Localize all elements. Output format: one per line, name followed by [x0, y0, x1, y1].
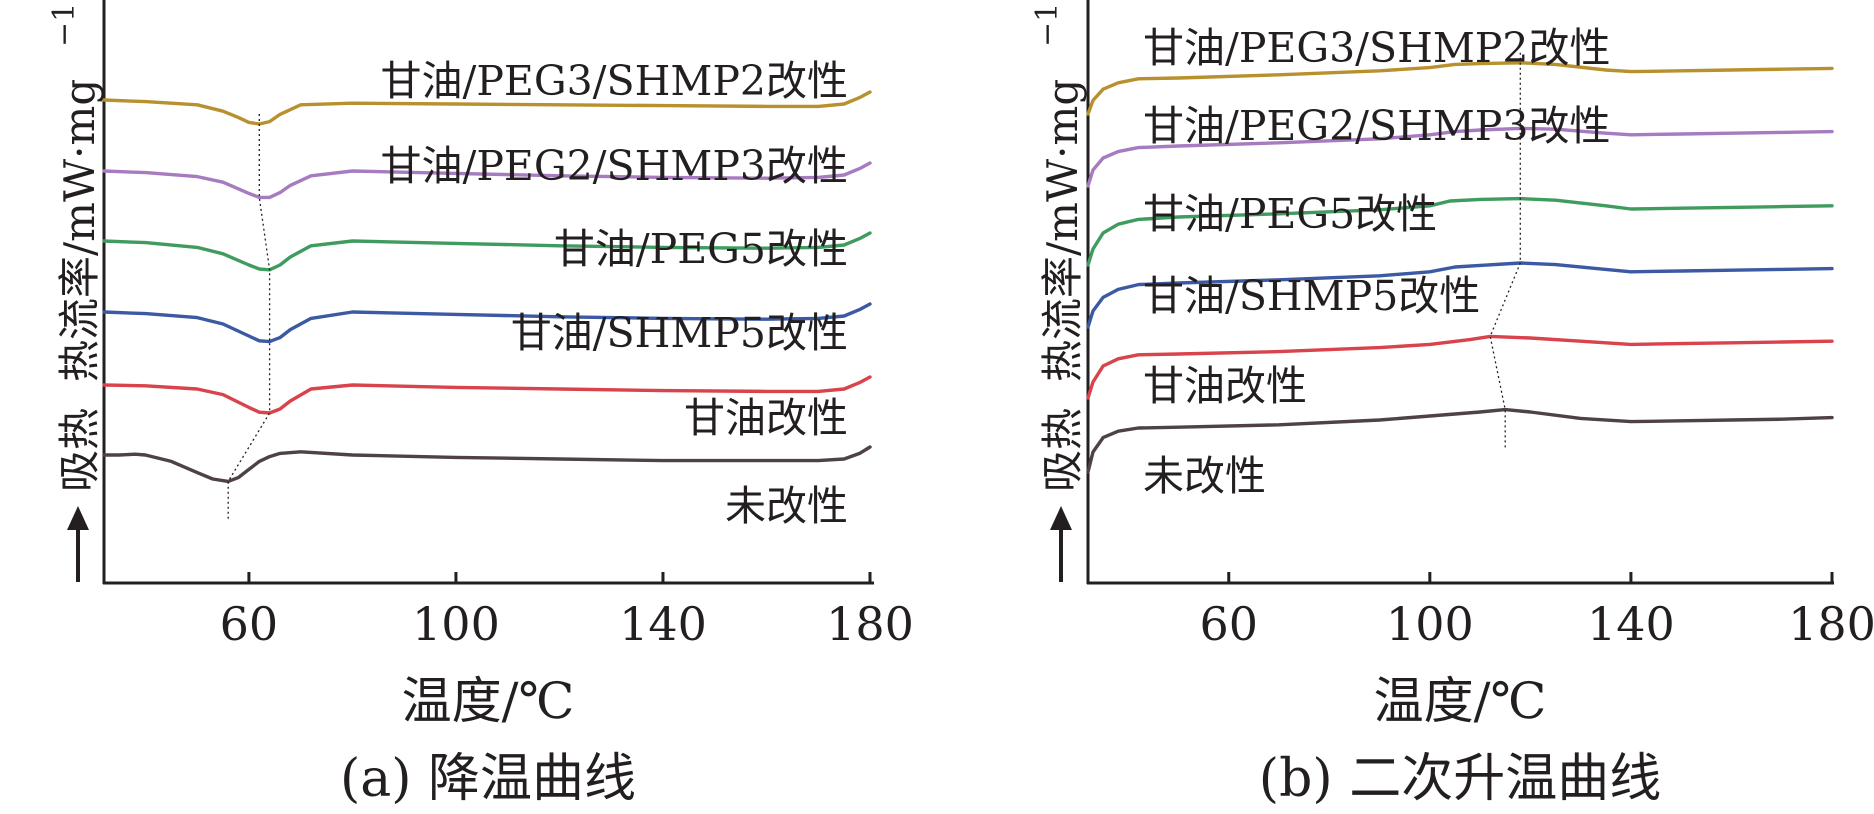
panel-b-x-tick-label-3: 180	[1788, 597, 1874, 651]
panel-a-x-axis-title: 温度/℃	[402, 672, 575, 730]
panel-a-y-axis-title-group: 吸热 热流率/mW·mg −1	[47, 3, 104, 582]
panel-b-reheating-chart: 60 100 140 180 甘油/PEG3/SHMP2改性 甘油/PEG2/SHMP…	[1030, 0, 1874, 809]
panel-a-label-series-0: 未改性	[725, 482, 848, 530]
panel-a-x-tick-label-1: 100	[412, 597, 500, 651]
panel-a-curve-series-3	[102, 231, 872, 272]
panel-a-curve-series-1	[102, 375, 872, 415]
panel-b-y-axis-title-group: 吸热 热流率/mW·mg −1	[1030, 3, 1087, 582]
panel-b-label-series-1: 甘油改性	[1143, 362, 1307, 410]
panel-b-curves	[1086, 61, 1834, 474]
panel-b-curve-series-3	[1086, 196, 1834, 267]
panel-b-label-series-5: 甘油/PEG3/SHMP2改性	[1143, 24, 1610, 72]
panel-b-endothermic-arrowhead-icon	[1050, 506, 1072, 530]
panel-b-x-axis-title: 温度/℃	[1374, 672, 1547, 730]
panel-a-x-tick-label-3: 180	[826, 597, 914, 651]
panel-b-y-axis-title: 热流率/mW·mg	[1038, 79, 1087, 382]
panel-b-curve-series-5	[1086, 61, 1834, 116]
panel-a-label-series-2: 甘油/SHMP5改性	[511, 309, 848, 357]
panel-b-label-series-4: 甘油/PEG2/SHMP3改性	[1143, 102, 1610, 150]
panel-b-x-tick-label-1: 100	[1386, 597, 1474, 651]
panel-b-curve-series-2	[1086, 261, 1834, 329]
panel-b-caption: (b) 二次升温曲线	[1259, 749, 1661, 809]
panel-a-peak-guide-line	[227, 114, 271, 522]
panel-a-curve-series-4	[102, 161, 872, 200]
panel-a-curve-series-5	[102, 90, 872, 126]
panel-a-curve-series-2	[102, 302, 872, 344]
panel-a-caption: (a) 降温曲线	[340, 749, 636, 809]
panel-a-cooling-chart: 60 100 140 180 甘油/PEG3/SHMP2改性 甘油/PEG2/SHMP…	[47, 0, 914, 809]
panel-b-curve-series-0	[1086, 407, 1834, 474]
panel-a-label-series-4: 甘油/PEG2/SHMP3改性	[381, 142, 848, 190]
panel-a-endothermic-label: 吸热	[55, 408, 104, 492]
panel-a-y-axis-title: 热流率/mW·mg	[55, 79, 104, 382]
panel-a-x-ticks: 60 100 140 180	[220, 572, 914, 651]
panel-a-x-tick-label-0: 60	[220, 597, 279, 651]
panel-a-endothermic-arrowhead-icon	[67, 506, 89, 530]
panel-a-curves	[102, 90, 872, 484]
panel-a-curve-series-0	[102, 445, 872, 484]
panel-a-y-axis-title-superscript: −1	[47, 3, 82, 47]
panel-b-peak-guide-line	[1489, 52, 1521, 450]
panel-b-y-axis-title-superscript: −1	[1030, 3, 1065, 47]
panel-b-label-series-0: 未改性	[1143, 452, 1266, 500]
panel-b-endothermic-label: 吸热	[1038, 408, 1087, 492]
panel-b-curve-series-1	[1086, 334, 1834, 400]
panel-a-x-tick-label-2: 140	[619, 597, 707, 651]
panel-b-label-series-3: 甘油/PEG5改性	[1143, 190, 1437, 238]
panel-b-label-series-2: 甘油/SHMP5改性	[1143, 272, 1480, 320]
panel-b-x-tick-label-0: 60	[1199, 597, 1258, 651]
panel-a-label-series-5: 甘油/PEG3/SHMP2改性	[381, 57, 848, 105]
panel-a-label-series-3: 甘油/PEG5改性	[554, 225, 848, 273]
panel-b-x-tick-label-2: 140	[1587, 597, 1675, 651]
panel-a-label-series-1: 甘油改性	[684, 394, 848, 442]
panel-b-x-ticks: 60 100 140 180	[1199, 572, 1874, 651]
panel-b-curve-series-4	[1086, 126, 1834, 188]
